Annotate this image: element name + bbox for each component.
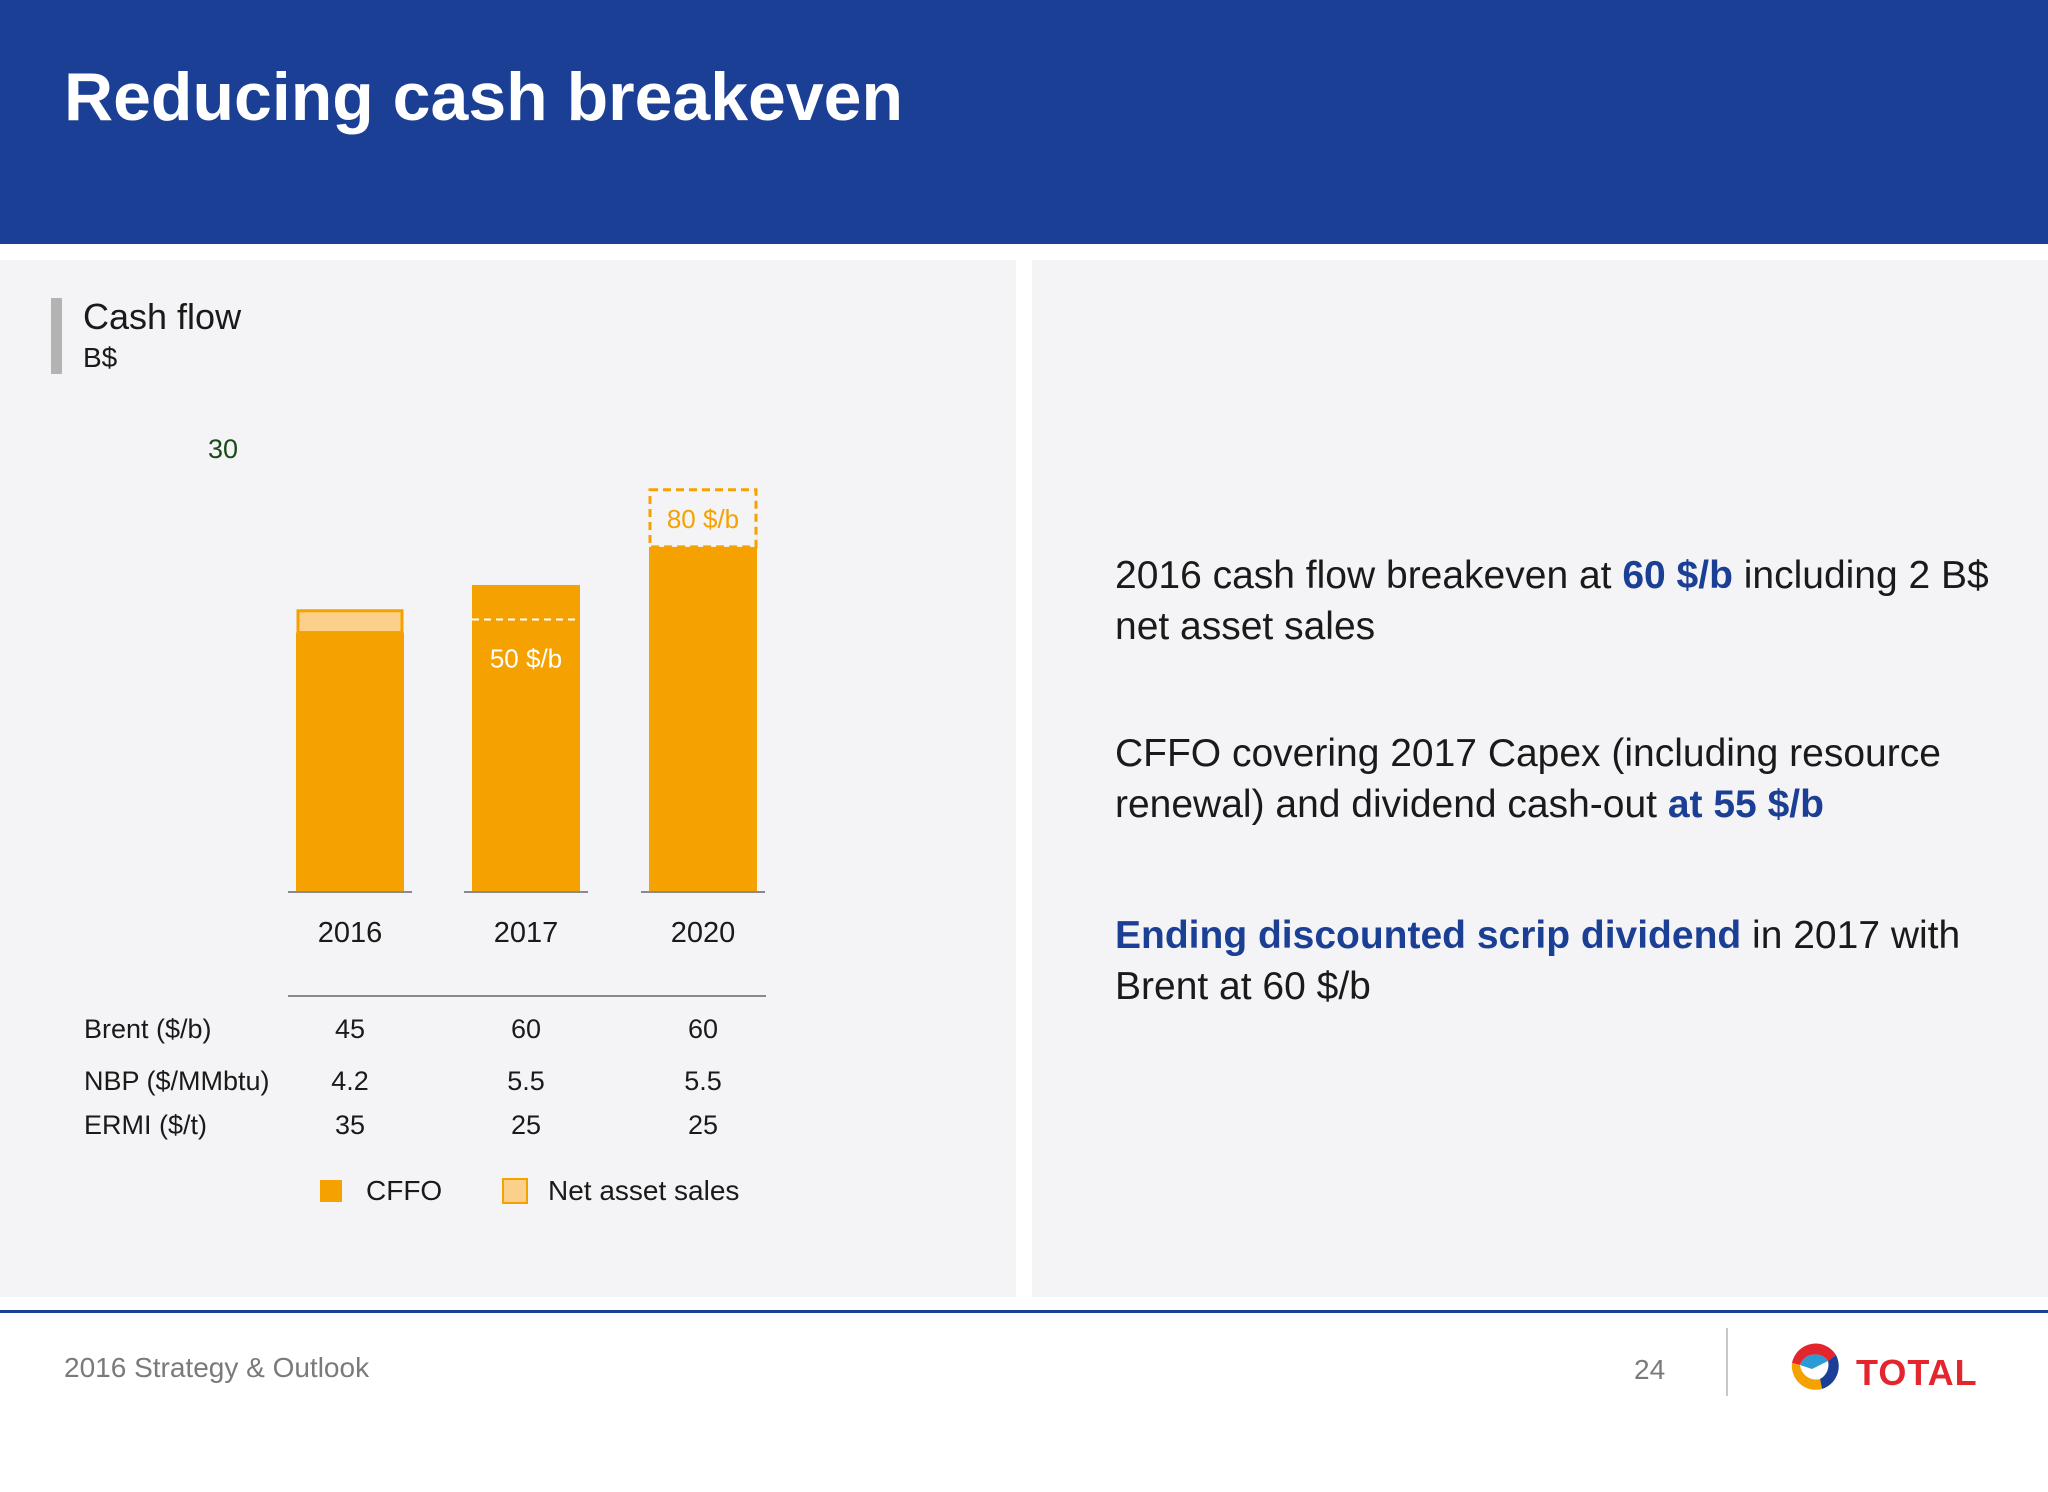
footer-rule <box>0 1310 2048 1313</box>
bar-cffo-2017 <box>472 584 580 892</box>
cell-ermi-2020: 25 <box>687 1110 719 1140</box>
breakeven-label-2020: 80 $/b <box>667 504 739 534</box>
cell-nbp-2016: 4.2 <box>331 1066 369 1096</box>
chart-title: Cash flow <box>83 296 242 337</box>
row-label-nbp: NBP ($/MMbtu) <box>84 1066 270 1096</box>
total-logo-icon <box>1788 1339 1840 1391</box>
cell-nbp-2020: 5.5 <box>684 1066 722 1096</box>
total-logo-text: TOTAL <box>1856 1352 1978 1393</box>
x-tick-label-2020: 2020 <box>671 917 736 949</box>
row-label-brent: Brent ($/b) <box>84 1014 212 1044</box>
cell-brent-2017: 60 <box>510 1014 542 1044</box>
y-tick-label: 30 <box>208 434 239 464</box>
bullet-breakeven-2016: 2016 cash flow breakeven at 60 $/b inclu… <box>1115 554 1989 648</box>
bullet-scrip-dividend: Ending discounted scrip dividend in 2017… <box>1115 914 1961 1008</box>
row-label-ermi: ERMI ($/t) <box>84 1110 208 1140</box>
text-panel <box>1032 260 2048 1297</box>
cell-ermi-2016: 35 <box>334 1110 366 1140</box>
footer-separator <box>1726 1328 1728 1396</box>
title-accent-bar <box>51 298 62 374</box>
legend-swatch-net-asset-sales <box>502 1178 528 1204</box>
legend-label-cffo: CFFO <box>366 1175 443 1206</box>
slide-title: Reducing cash breakeven <box>64 59 904 135</box>
breakeven-label-2017: 50 $/b <box>490 643 562 673</box>
bullet-cffo-capex: CFFO covering 2017 Capex (including reso… <box>1115 732 1941 826</box>
bar-cffo-2016 <box>296 632 404 892</box>
breakeven-box-2020 <box>648 488 758 549</box>
x-tick-label-2016: 2016 <box>318 917 383 949</box>
cell-brent-2016: 45 <box>334 1014 366 1044</box>
cell-brent-2020: 60 <box>687 1014 719 1044</box>
bar-net-asset-sales-2016 <box>296 609 404 635</box>
legend-swatch-cffo <box>320 1180 342 1202</box>
legend-label-net-asset-sales: Net asset sales <box>548 1175 740 1206</box>
cell-ermi-2017: 25 <box>510 1110 542 1140</box>
x-tick-label-2017: 2017 <box>494 917 559 949</box>
footer-title: 2016 Strategy & Outlook <box>64 1352 370 1383</box>
bar-cffo-2020 <box>649 546 757 892</box>
header-band: Reducing cash breakeven <box>0 0 2048 244</box>
cell-nbp-2017: 5.5 <box>507 1066 545 1096</box>
chart-unit: B$ <box>83 342 118 373</box>
page-number: 24 <box>1634 1354 1666 1385</box>
